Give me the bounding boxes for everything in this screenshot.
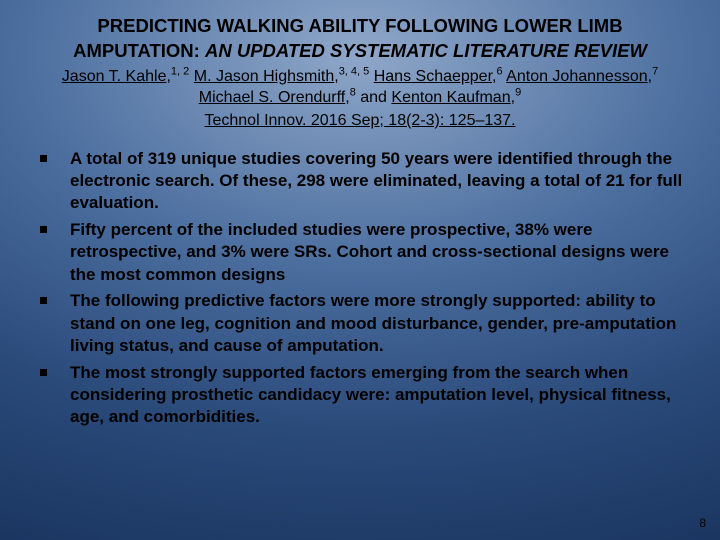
author-sup: 7: [652, 65, 658, 77]
author-sup: 9: [515, 87, 521, 99]
page-number: 8: [699, 516, 706, 530]
authors-line: Jason T. Kahle,1, 2 M. Jason Highsmith,3…: [40, 66, 680, 109]
author-name: Anton Johannesson: [506, 68, 647, 85]
citation: Technol Innov. 2016 Sep; 18(2-3): 125–13…: [40, 111, 680, 132]
list-item: A total of 319 unique studies covering 5…: [34, 148, 686, 215]
list-item: Fifty percent of the included studies we…: [34, 219, 686, 286]
list-item: The most strongly supported factors emer…: [34, 362, 686, 429]
author-name: Michael S. Orendurff: [199, 89, 345, 106]
author-sup: 8: [350, 87, 356, 99]
author-name: Hans Schaepper: [374, 68, 492, 85]
author-sup: 6: [496, 65, 502, 77]
author-name: M. Jason Highsmith: [194, 68, 335, 85]
bullet-list: A total of 319 unique studies covering 5…: [34, 148, 686, 429]
title-line2: AN UPDATED SYSTEMATIC LITERATURE REVIEW: [205, 40, 647, 61]
author-name: Jason T. Kahle: [62, 68, 167, 85]
list-item: The following predictive factors were mo…: [34, 290, 686, 357]
author-sup: 3, 4, 5: [339, 65, 370, 77]
slide: { "colors": { "bg_center": "#8fa7c9", "b…: [0, 0, 720, 540]
author-name: Kenton Kaufman: [391, 89, 510, 106]
title-block: PREDICTING WALKING ABILITY FOLLOWING LOW…: [40, 14, 680, 132]
author-sup: 1, 2: [171, 65, 189, 77]
